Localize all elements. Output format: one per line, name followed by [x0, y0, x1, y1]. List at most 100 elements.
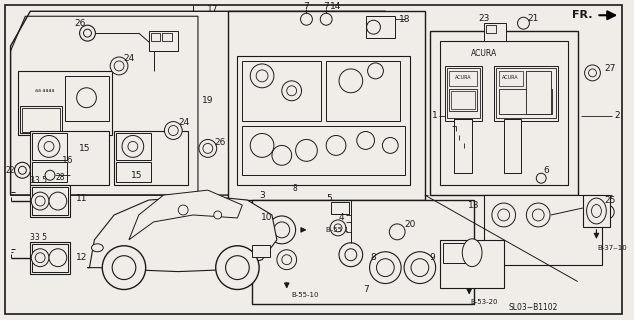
Bar	[242, 125, 405, 175]
Text: 5: 5	[327, 194, 332, 203]
Bar	[494, 66, 558, 121]
Bar	[450, 71, 477, 86]
Circle shape	[226, 256, 249, 280]
Circle shape	[164, 122, 182, 140]
Bar	[484, 23, 506, 41]
Ellipse shape	[592, 204, 602, 218]
Bar	[326, 61, 400, 121]
Circle shape	[36, 196, 45, 206]
Circle shape	[345, 249, 357, 261]
Text: 4: 4	[338, 213, 344, 222]
Circle shape	[250, 133, 274, 157]
Circle shape	[272, 145, 292, 165]
Text: 8: 8	[371, 253, 377, 262]
Bar	[114, 131, 188, 185]
Circle shape	[114, 61, 124, 71]
Circle shape	[214, 211, 222, 219]
Text: B-55 1: B-55 1	[326, 227, 349, 233]
Bar	[451, 91, 475, 109]
Circle shape	[411, 259, 429, 276]
Bar	[237, 56, 410, 185]
Text: B-53-20: B-53-20	[470, 300, 498, 305]
Circle shape	[31, 249, 49, 267]
Circle shape	[339, 243, 363, 267]
Bar	[30, 131, 109, 185]
Bar	[499, 89, 552, 114]
Text: 11: 11	[76, 194, 87, 203]
Bar	[444, 66, 482, 121]
Circle shape	[199, 140, 217, 157]
Circle shape	[112, 256, 136, 280]
Circle shape	[389, 224, 405, 240]
Ellipse shape	[462, 239, 482, 267]
Circle shape	[498, 209, 510, 221]
Bar	[22, 108, 60, 132]
Text: 27: 27	[605, 64, 616, 73]
Bar	[116, 162, 151, 182]
Text: 2: 2	[614, 111, 620, 120]
Bar	[30, 242, 70, 274]
Text: 15: 15	[79, 144, 90, 153]
Bar	[455, 119, 472, 173]
Bar	[242, 61, 321, 121]
Circle shape	[203, 143, 213, 153]
Circle shape	[377, 259, 394, 276]
Bar	[499, 71, 524, 86]
Bar	[504, 119, 522, 173]
Circle shape	[169, 125, 178, 135]
Text: 33 5: 33 5	[30, 233, 47, 242]
Bar	[32, 132, 67, 160]
Circle shape	[600, 205, 614, 219]
Bar	[30, 185, 70, 217]
Circle shape	[49, 192, 67, 210]
Text: 7: 7	[363, 285, 368, 294]
Circle shape	[216, 246, 259, 290]
Ellipse shape	[91, 244, 103, 252]
Text: 12: 12	[76, 253, 87, 262]
Bar	[439, 41, 568, 185]
Bar	[526, 71, 551, 114]
Circle shape	[330, 220, 346, 236]
Circle shape	[536, 173, 546, 183]
Circle shape	[370, 252, 401, 284]
Bar	[151, 33, 160, 41]
Bar	[148, 31, 178, 51]
Bar	[65, 76, 109, 121]
Circle shape	[382, 138, 398, 153]
Circle shape	[36, 253, 45, 263]
Text: 8: 8	[292, 184, 297, 193]
Bar	[331, 202, 349, 214]
Circle shape	[18, 166, 27, 174]
Text: 26: 26	[74, 19, 86, 28]
Text: 6: 6	[543, 166, 549, 175]
Circle shape	[102, 246, 146, 290]
Text: 20: 20	[404, 220, 416, 229]
Circle shape	[366, 20, 380, 34]
Circle shape	[533, 209, 544, 221]
Circle shape	[334, 224, 342, 232]
Text: ACURA: ACURA	[455, 75, 472, 80]
Circle shape	[281, 255, 292, 265]
Circle shape	[49, 249, 67, 267]
Circle shape	[295, 140, 317, 161]
Bar	[496, 68, 556, 117]
Circle shape	[77, 88, 96, 108]
Circle shape	[339, 69, 363, 93]
Bar	[20, 106, 62, 133]
Bar	[443, 243, 470, 263]
Text: 3: 3	[259, 191, 265, 200]
Circle shape	[84, 29, 91, 37]
Text: 17: 17	[207, 5, 219, 14]
Circle shape	[122, 135, 144, 157]
Circle shape	[45, 170, 55, 180]
Bar	[450, 89, 477, 111]
Circle shape	[368, 63, 384, 79]
Bar	[252, 245, 270, 257]
Bar	[252, 200, 474, 304]
Bar	[32, 244, 68, 272]
Circle shape	[277, 250, 297, 270]
Bar	[366, 16, 395, 38]
Bar	[116, 132, 151, 160]
Polygon shape	[87, 196, 277, 272]
Circle shape	[38, 135, 60, 157]
